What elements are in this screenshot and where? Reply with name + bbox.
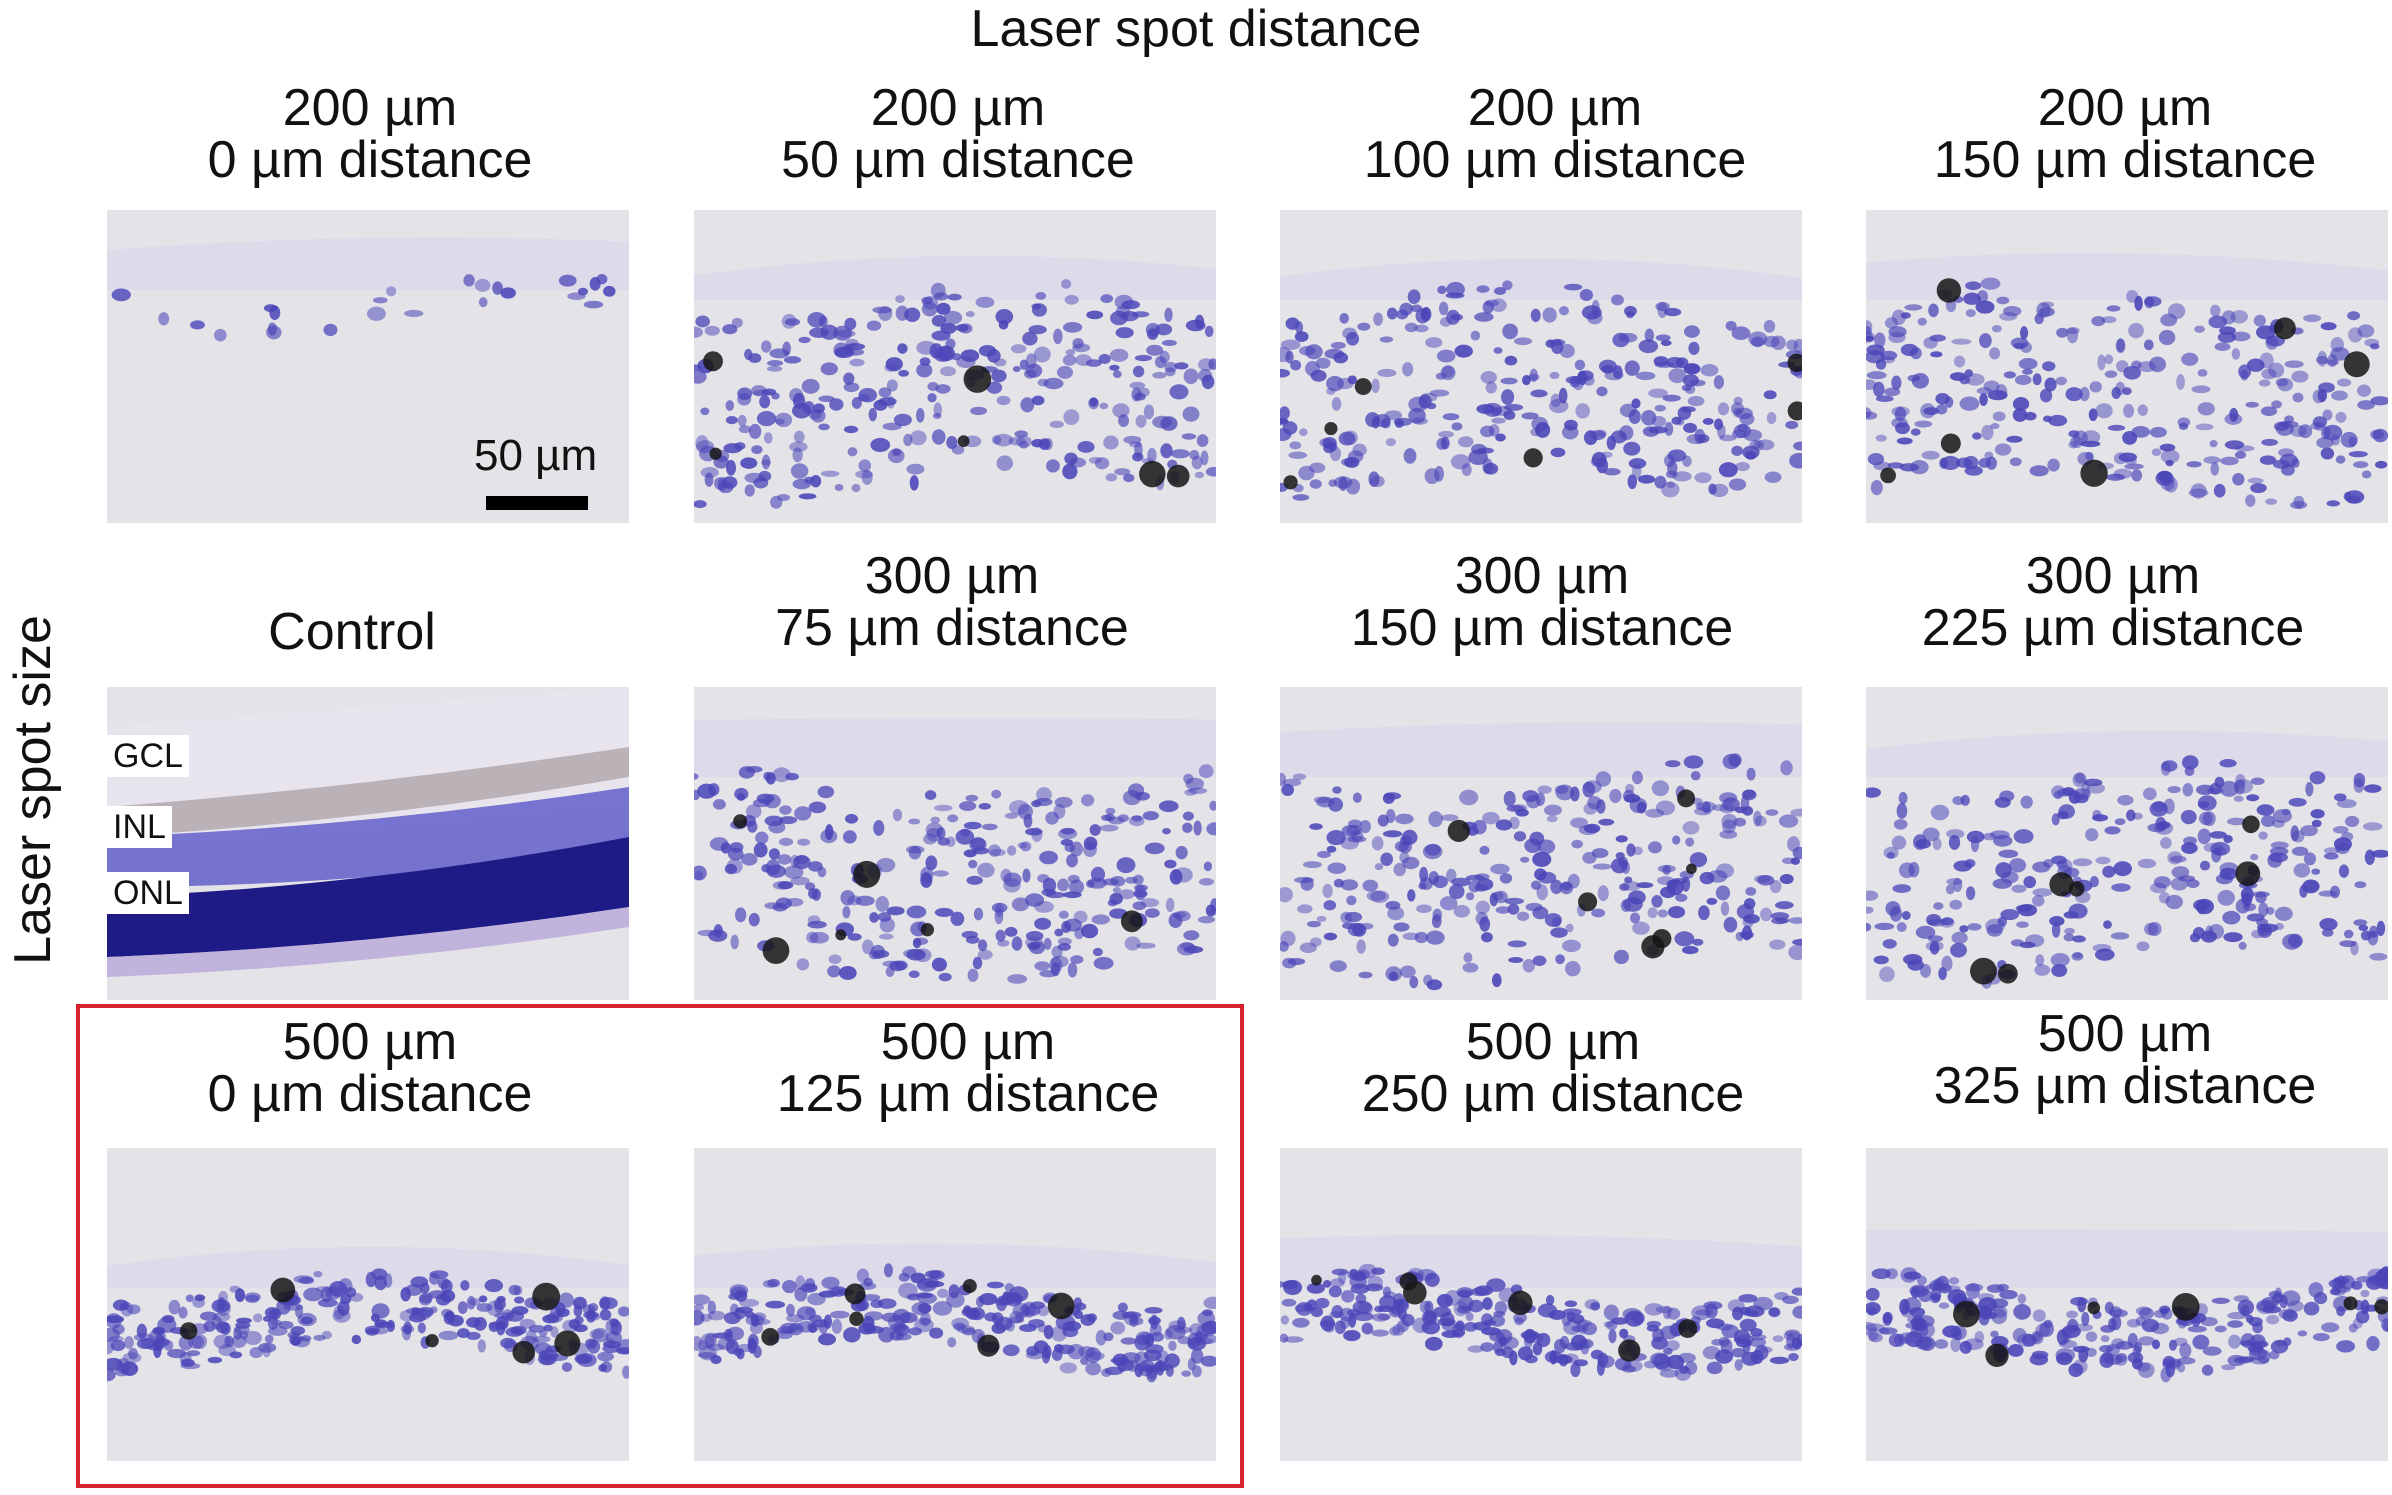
micrograph-r2c2	[694, 687, 1216, 1000]
caption-size: 500 µm	[1465, 1013, 1641, 1071]
caption-size: 300 µm	[1454, 547, 1630, 605]
scale-bar-label: 50 µm	[474, 431, 598, 480]
micrograph-r1c4	[1866, 210, 2388, 523]
caption-size: 200 µm	[870, 79, 1046, 137]
caption-distance: 50 µm distance	[781, 131, 1135, 189]
column-axis-label: Laser spot distance	[970, 0, 1422, 58]
micrograph-r3c4	[1866, 1148, 2388, 1461]
panel-caption-r3c4: 500 µm 325 µm distance	[1845, 1008, 2392, 1112]
micrograph-r2c4	[1866, 687, 2388, 1000]
micrograph-r2c3	[1280, 687, 1802, 1000]
caption-size: Control	[268, 603, 436, 661]
caption-distance: 150 µm distance	[1933, 131, 2317, 189]
micrograph-r3c1	[107, 1148, 629, 1461]
panel-caption-r1c1: 200 µm 0 µm distance	[90, 82, 650, 186]
layer-label-onl: ONL	[107, 872, 189, 914]
panel-caption-r2c2: 300 µm 75 µm distance	[672, 550, 1232, 654]
caption-size: 300 µm	[864, 547, 1040, 605]
layer-label-gcl: GCL	[107, 735, 189, 777]
caption-distance: 0 µm distance	[207, 131, 533, 189]
caption-size: 200 µm	[282, 79, 458, 137]
panel-caption-r1c3: 200 µm 100 µm distance	[1275, 82, 1835, 186]
caption-size: 200 µm	[1467, 79, 1643, 137]
scale-bar	[486, 496, 588, 510]
caption-size: 500 µm	[880, 1013, 1056, 1071]
panel-caption-r1c4: 200 µm 150 µm distance	[1845, 82, 2392, 186]
micrograph-r3c3	[1280, 1148, 1802, 1461]
panel-caption-r3c1: 500 µm 0 µm distance	[90, 1016, 650, 1120]
caption-distance: 325 µm distance	[1933, 1057, 2317, 1115]
caption-distance: 125 µm distance	[776, 1065, 1160, 1123]
caption-distance: 150 µm distance	[1350, 599, 1734, 657]
panel-caption-r3c2: 500 µm 125 µm distance	[688, 1016, 1248, 1120]
caption-size: 200 µm	[2037, 79, 2213, 137]
panel-caption-r3c3: 500 µm 250 µm distance	[1273, 1016, 1833, 1120]
layer-label-inl: INL	[107, 806, 172, 848]
micrograph-r1c2	[694, 210, 1216, 523]
micrograph-r3c2	[694, 1148, 1216, 1461]
caption-distance: 100 µm distance	[1363, 131, 1747, 189]
row-axis-label: Laser spot size	[4, 615, 62, 965]
panel-caption-r2c1: Control	[72, 606, 632, 658]
caption-distance: 250 µm distance	[1361, 1065, 1745, 1123]
micrograph-r1c3	[1280, 210, 1802, 523]
micrograph-control	[107, 687, 629, 1000]
panel-caption-r1c2: 200 µm 50 µm distance	[678, 82, 1238, 186]
caption-size: 500 µm	[2037, 1005, 2213, 1063]
highlight-box	[76, 1004, 1244, 1488]
caption-distance: 0 µm distance	[207, 1065, 533, 1123]
panel-caption-r2c4: 300 µm 225 µm distance	[1833, 550, 2392, 654]
caption-size: 500 µm	[282, 1013, 458, 1071]
caption-distance: 75 µm distance	[775, 599, 1129, 657]
micrograph-r1c1	[107, 210, 629, 523]
caption-distance: 225 µm distance	[1921, 599, 2305, 657]
caption-size: 300 µm	[2025, 547, 2201, 605]
panel-caption-r2c3: 300 µm 150 µm distance	[1262, 550, 1822, 654]
